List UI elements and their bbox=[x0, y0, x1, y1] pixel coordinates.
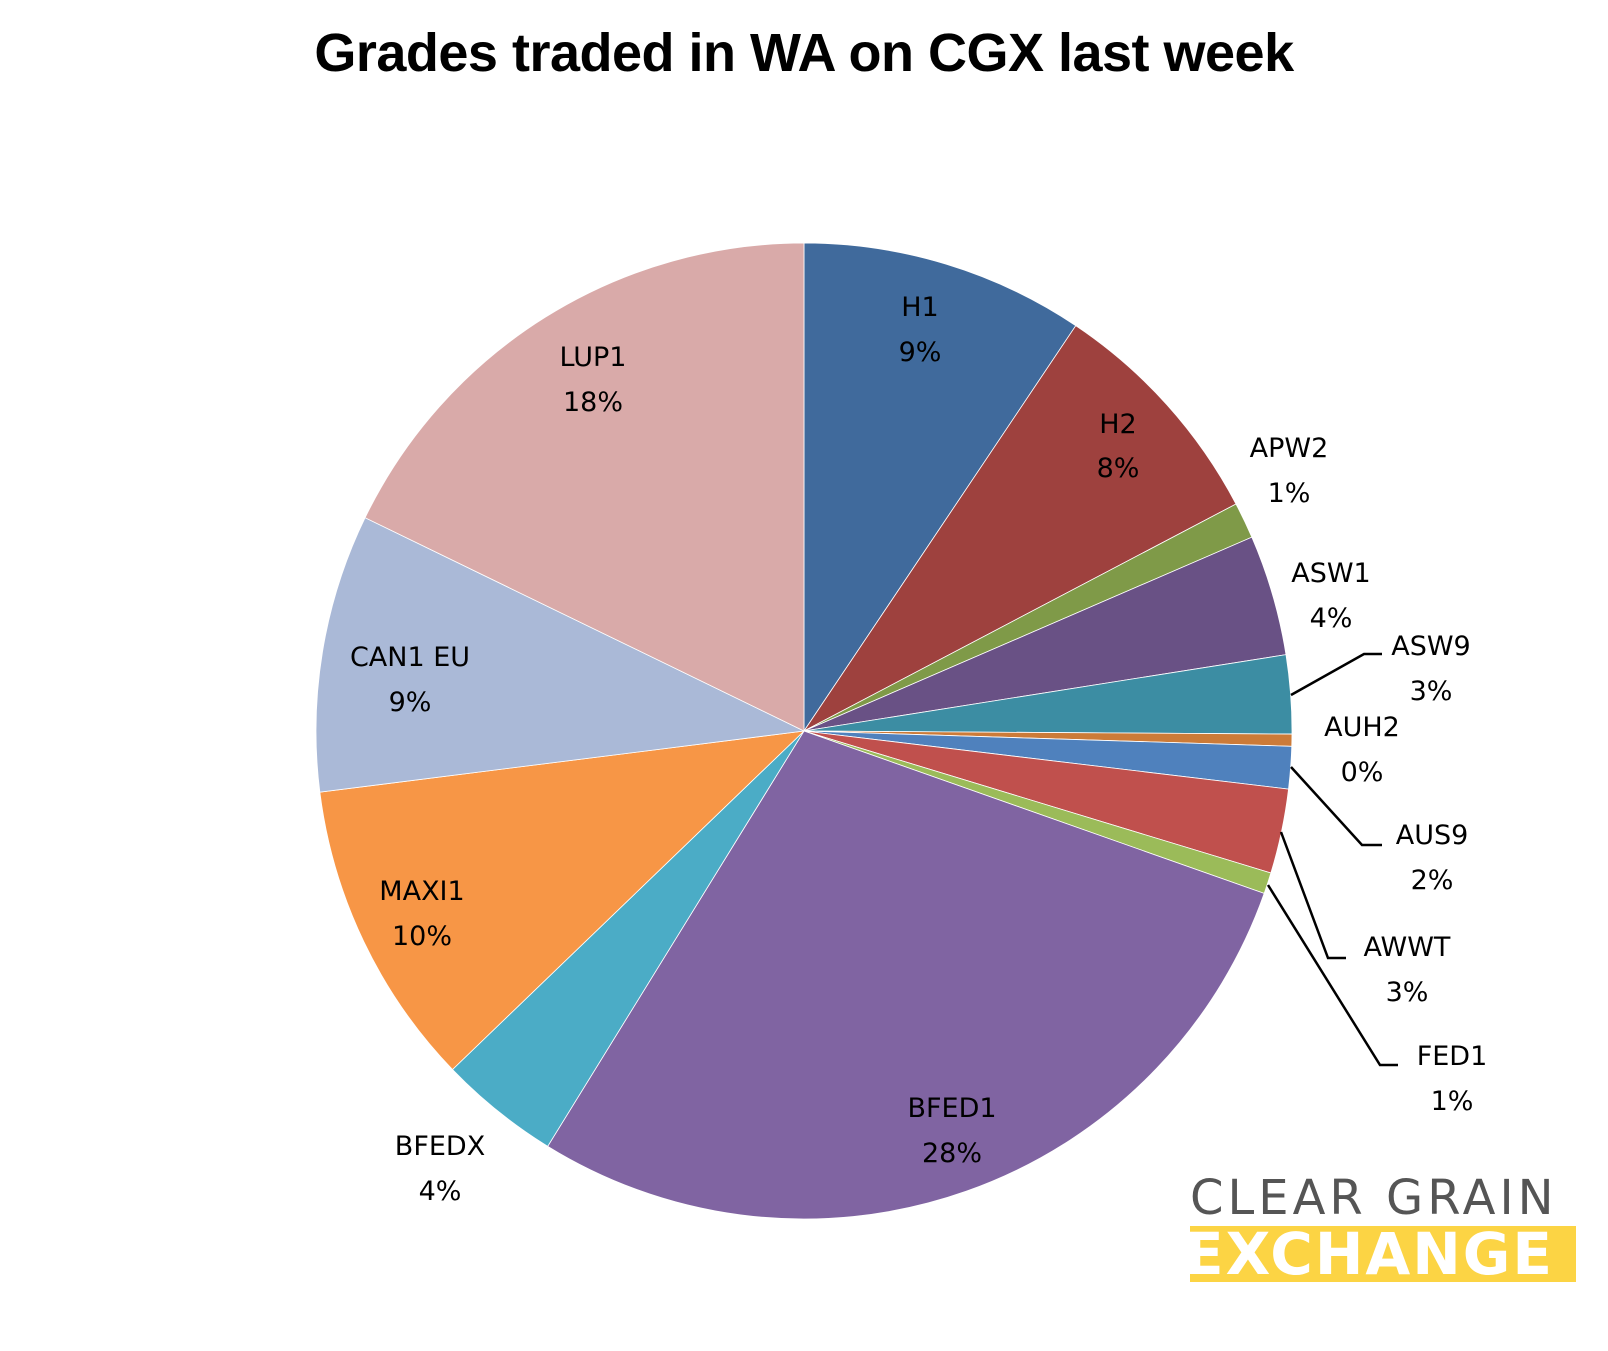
logo-line-1: CLEAR GRAIN bbox=[1190, 1170, 1558, 1226]
label-bfedx-name: BFEDX bbox=[395, 1131, 485, 1162]
label-asw1-percent: 4% bbox=[1310, 603, 1353, 634]
chart-title: Grades traded in WA on CGX last week bbox=[314, 23, 1294, 83]
label-awwt-percent: 3% bbox=[1386, 977, 1429, 1008]
label-awwt-name: AWWT bbox=[1364, 932, 1451, 963]
label-lup1-name: LUP1 bbox=[560, 342, 627, 373]
pie-slice-maxi1 bbox=[319, 730, 806, 1071]
label-apw2-name: APW2 bbox=[1250, 433, 1329, 464]
label-h2-percent: 8% bbox=[1097, 453, 1140, 484]
leader-line-aus9 bbox=[1290, 766, 1382, 847]
label-h1-name: H1 bbox=[901, 292, 938, 323]
label-h1-percent: 9% bbox=[899, 337, 942, 368]
leader-line-asw9 bbox=[1290, 652, 1382, 697]
label-maxi1-percent: 10% bbox=[392, 921, 452, 952]
label-fed1-name: FED1 bbox=[1417, 1041, 1488, 1072]
label-asw9-name: ASW9 bbox=[1391, 631, 1470, 662]
label-maxi1-name: MAXI1 bbox=[379, 876, 464, 907]
label-bfed1-name: BFED1 bbox=[907, 1093, 996, 1124]
label-bfed1-percent: 28% bbox=[922, 1138, 982, 1169]
label-can1-eu-percent: 9% bbox=[389, 687, 432, 718]
clear-grain-exchange-logo: CLEAR GRAIN EXCHANGE bbox=[1190, 1172, 1576, 1282]
slice-labels: H1 9% H2 8% APW2 1% ASW1 4% ASW9 3% AUH2 0% AUS9 2% AW… bbox=[350, 292, 1487, 1207]
label-fed1-percent: 1% bbox=[1431, 1086, 1474, 1117]
pie-slice-lup1 bbox=[364, 242, 805, 732]
label-asw1-name: ASW1 bbox=[1291, 558, 1370, 589]
pie-slices bbox=[315, 242, 1293, 1220]
label-auh2-percent: 0% bbox=[1341, 757, 1384, 788]
leader-line-awwt bbox=[1279, 831, 1346, 960]
label-h2-name: H2 bbox=[1099, 409, 1136, 440]
label-can1-eu-name: CAN1 EU bbox=[350, 642, 470, 673]
leader-lines bbox=[1266, 652, 1398, 1067]
logo-bar: EXCHANGE bbox=[1190, 1226, 1576, 1282]
label-bfedx-percent: 4% bbox=[419, 1176, 462, 1207]
label-aus9-percent: 2% bbox=[1411, 865, 1454, 896]
logo-line-2: EXCHANGE bbox=[1190, 1226, 1555, 1282]
leader-line-fed1 bbox=[1266, 884, 1398, 1067]
label-lup1-percent: 18% bbox=[563, 387, 623, 418]
label-asw9-percent: 3% bbox=[1410, 676, 1453, 707]
label-apw2-percent: 1% bbox=[1268, 478, 1311, 509]
pie-slice-bfed1 bbox=[547, 730, 1265, 1220]
label-auh2-name: AUH2 bbox=[1324, 712, 1400, 743]
pie-slice-can1-eu bbox=[315, 517, 806, 793]
pie-slice-h1 bbox=[803, 242, 1077, 733]
pie-slice-h2 bbox=[803, 325, 1237, 732]
label-aus9-name: AUS9 bbox=[1396, 820, 1469, 851]
